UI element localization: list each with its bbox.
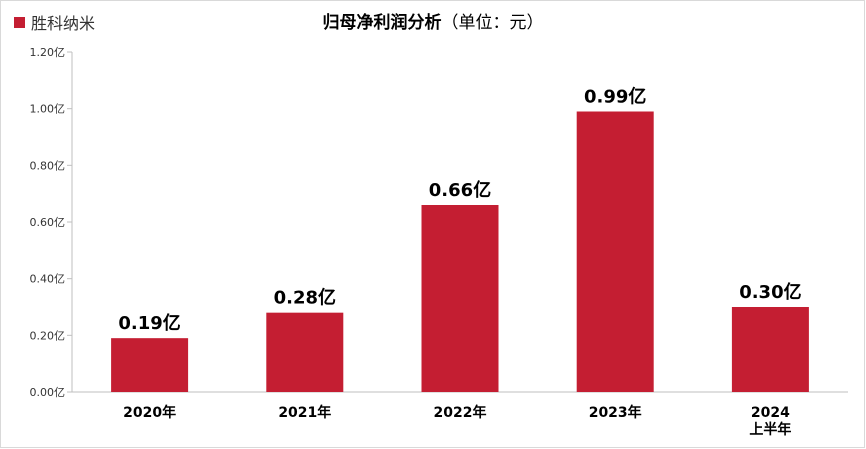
chart-title-unit: （单位：元） (441, 13, 544, 33)
bar (111, 338, 189, 392)
data-label: 0.99亿 (584, 86, 646, 108)
data-label: 0.66亿 (429, 179, 491, 201)
x-tick-label: 上半年 (749, 421, 791, 438)
bar (266, 312, 344, 392)
x-tick-label: 2021年 (278, 404, 331, 421)
x-tick-label: 2020年 (123, 404, 176, 421)
y-tick-label: 1.20亿 (30, 46, 66, 59)
chart-title: 归母净利润分析（单位：元） (0, 8, 866, 33)
chart-title-main: 归母净利润分析 (322, 13, 442, 33)
y-tick-label: 0.80亿 (30, 159, 66, 172)
x-tick-label: 2022年 (434, 404, 487, 421)
bar (421, 205, 499, 392)
y-tick-label: 0.20亿 (30, 329, 66, 342)
x-tick-label: 2024 (751, 405, 790, 421)
y-tick-label: 0.60亿 (30, 216, 66, 229)
legend-label: 胜科纳米 (31, 14, 96, 33)
y-tick-label: 0.00亿 (30, 386, 66, 399)
data-label: 0.19亿 (118, 312, 180, 334)
y-tick-label: 0.40亿 (30, 273, 66, 286)
legend-swatch (14, 16, 25, 28)
x-tick-label: 2023年 (589, 404, 642, 421)
legend: 胜科纳米 (14, 10, 95, 34)
y-tick-label: 1.00亿 (30, 103, 66, 116)
bar (576, 111, 654, 392)
data-label: 0.30亿 (739, 281, 801, 303)
bar (731, 307, 809, 392)
data-label: 0.28亿 (274, 287, 336, 309)
